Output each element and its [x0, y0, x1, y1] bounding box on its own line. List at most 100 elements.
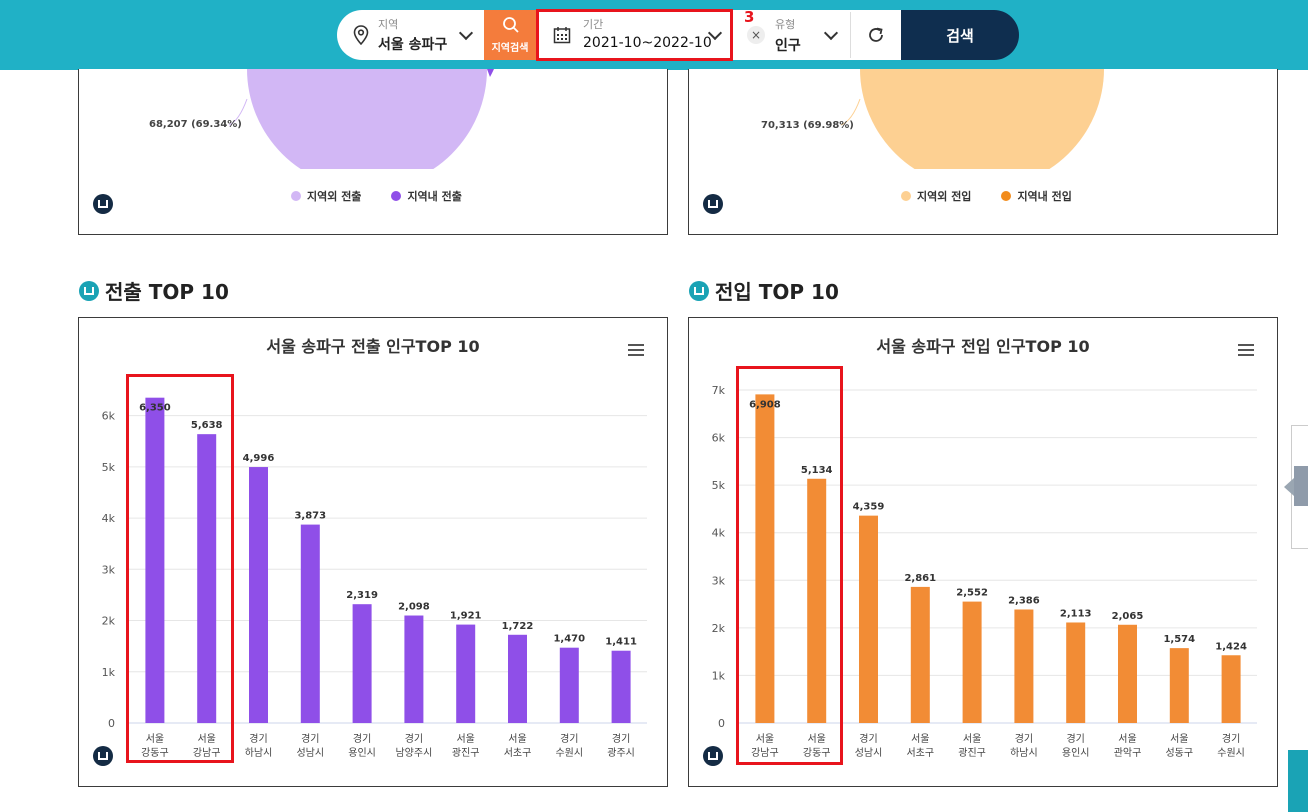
- inflow-pie-chart: [840, 69, 1104, 169]
- pie-connector: [228, 98, 248, 126]
- inflow-bar-chart: 서울 송파구 전입 인구TOP 10 0 1k 2k 3k 4k 5k 6k 7k 6,908 서울…: [712, 337, 1257, 759]
- y-tick-label: 0: [718, 717, 725, 730]
- highlight-box-inflow: [736, 366, 843, 765]
- bar: [352, 604, 372, 723]
- x-tick-label: 서울: [807, 733, 825, 745]
- bar: [508, 634, 527, 723]
- legend-item-inside[interactable]: 지역내 전입: [1017, 190, 1072, 203]
- y-tick-label: 7k: [712, 384, 726, 397]
- x-tick-label: 강남구: [193, 747, 221, 759]
- chart-menu-icon[interactable]: [1238, 344, 1254, 356]
- region-dropdown[interactable]: 지역 서울 송파구: [345, 10, 483, 60]
- y-tick-label: 2k: [712, 622, 726, 635]
- data-label: 2,319: [346, 590, 378, 601]
- x-tick-label: 서울: [1118, 733, 1136, 745]
- location-pin-icon: [353, 25, 369, 45]
- y-tick-label: 1k: [712, 669, 726, 682]
- type-label: 유형: [775, 18, 796, 31]
- bar: [910, 586, 930, 723]
- data-label: 4,996: [243, 453, 275, 464]
- x-tick-label: 용인시: [1062, 747, 1090, 759]
- legend-item-inside[interactable]: 지역내 전출: [407, 190, 462, 203]
- x-tick-label: 성남시: [296, 747, 324, 759]
- bar: [1221, 655, 1241, 723]
- bar: [1118, 624, 1137, 723]
- x-tick-label: 수원시: [1217, 747, 1245, 759]
- clear-icon[interactable]: ×: [747, 26, 765, 44]
- x-tick-label: 성남시: [855, 747, 883, 759]
- side-panel-arrow-icon[interactable]: [1284, 478, 1294, 496]
- x-tick-label: 광주시: [607, 747, 635, 759]
- region-search-button[interactable]: 지역검색: [484, 10, 536, 60]
- calendar-icon: [553, 27, 571, 44]
- x-tick-label: 서울: [756, 733, 774, 745]
- period-dropdown[interactable]: 기간 2021-10~2022-10: [540, 10, 730, 60]
- x-tick-label: 서울: [456, 733, 474, 745]
- bar: [1066, 622, 1086, 723]
- brand-logo-icon: [93, 746, 113, 766]
- data-label: 6,350: [139, 403, 171, 414]
- x-tick-label: 경기: [353, 732, 371, 745]
- legend-dot: [901, 191, 911, 201]
- x-tick-label: 서울: [1170, 733, 1188, 745]
- chevron-down-icon: [458, 25, 474, 41]
- x-tick-label: 강동구: [141, 747, 169, 759]
- period-value: 2021-10~2022-10: [583, 35, 712, 51]
- chart-title: 서울 송파구 전출 인구TOP 10: [266, 337, 479, 356]
- outflow-bar-chart: 서울 송파구 전출 인구TOP 10 0 1k 2k 3k 4k 5k 6k 6,350 서울강동…: [102, 337, 647, 759]
- y-tick-label: 4k: [102, 512, 116, 525]
- search-icon: [503, 17, 519, 33]
- x-tick-label: 관악구: [1114, 747, 1142, 759]
- data-label: 6,908: [749, 399, 781, 410]
- region-value: 서울 송파구: [378, 37, 448, 53]
- pie-legend: 지역외 전입 지역내 전입: [901, 188, 1072, 204]
- x-tick-label: 하남시: [245, 746, 273, 759]
- pie-legend: 지역외 전출 지역내 전출: [291, 188, 462, 204]
- x-tick-label: 경기: [1222, 732, 1240, 745]
- highlight-box-period: [536, 9, 733, 61]
- data-label: 2,113: [1060, 608, 1092, 619]
- floating-action-button[interactable]: [1288, 750, 1308, 812]
- x-tick-label: 강동구: [803, 747, 831, 759]
- legend-item-outside[interactable]: 지역외 전출: [307, 190, 362, 203]
- pie-slice-label: 68,207 (69.34%): [149, 119, 242, 130]
- pie-slice-outside: [247, 69, 487, 169]
- type-value: 인구: [775, 38, 801, 54]
- x-tick-label: 남양주시: [395, 747, 432, 759]
- x-tick-label: 경기: [249, 732, 267, 745]
- type-dropdown[interactable]: × 유형 인구: [738, 10, 850, 60]
- outflow-pie-chart: [228, 69, 494, 169]
- period-label: 기간: [583, 18, 604, 31]
- data-label: 1,722: [502, 621, 534, 632]
- pie-slice-label: 70,313 (69.98%): [761, 120, 854, 131]
- brand-logo-icon: [703, 746, 723, 766]
- home-icon: [689, 280, 709, 301]
- x-tick-label: 경기: [1015, 732, 1033, 745]
- y-tick-label: 5k: [102, 461, 116, 474]
- reset-button[interactable]: [852, 10, 900, 60]
- region-search-label: 지역검색: [491, 43, 529, 54]
- x-tick-label: 서울: [146, 733, 164, 745]
- y-tick-label: 6k: [102, 410, 116, 423]
- chart-menu-icon[interactable]: [628, 344, 644, 356]
- x-tick-label: 서초구: [906, 747, 934, 759]
- y-tick-label: 0: [108, 717, 115, 730]
- bar: [456, 624, 476, 723]
- side-panel-tab-active[interactable]: [1294, 466, 1308, 506]
- x-tick-label: 광진구: [452, 747, 480, 759]
- outflow-section-title: 전출 TOP 10: [79, 276, 229, 305]
- data-label: 1,470: [553, 634, 585, 645]
- x-tick-label: 경기: [405, 732, 423, 745]
- x-tick-label: 경기: [1066, 732, 1084, 745]
- brand-logo-icon: [703, 194, 723, 214]
- bar: [859, 515, 878, 723]
- legend-item-outside[interactable]: 지역외 전입: [917, 190, 972, 203]
- legend-dot: [1001, 191, 1012, 201]
- x-tick-label: 서울: [963, 733, 981, 745]
- data-label: 3,873: [294, 511, 326, 522]
- data-label: 2,552: [956, 588, 988, 599]
- search-button[interactable]: 검색: [901, 10, 1019, 60]
- bar: [300, 524, 320, 723]
- x-tick-label: 용인시: [348, 747, 376, 759]
- x-tick-label: 광진구: [958, 747, 986, 759]
